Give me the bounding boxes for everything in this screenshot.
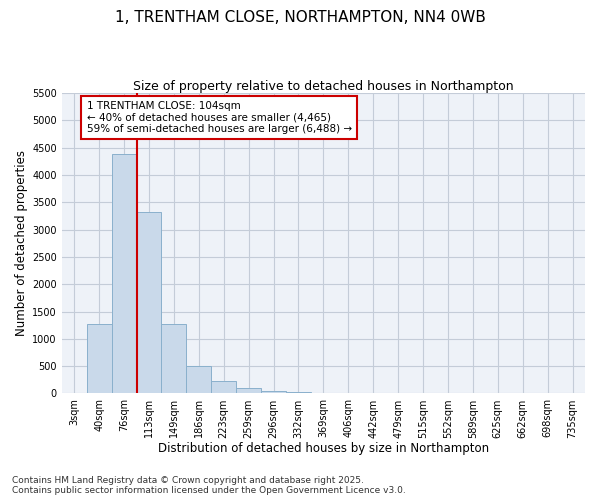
Bar bbox=[112, 154, 137, 394]
Bar bbox=[286, 392, 311, 394]
X-axis label: Distribution of detached houses by size in Northampton: Distribution of detached houses by size … bbox=[158, 442, 489, 455]
Bar bbox=[86, 324, 112, 394]
Text: Contains HM Land Registry data © Crown copyright and database right 2025.
Contai: Contains HM Land Registry data © Crown c… bbox=[12, 476, 406, 495]
Bar bbox=[211, 381, 236, 394]
Title: Size of property relative to detached houses in Northampton: Size of property relative to detached ho… bbox=[133, 80, 514, 93]
Bar bbox=[137, 212, 161, 394]
Text: 1 TRENTHAM CLOSE: 104sqm
← 40% of detached houses are smaller (4,465)
59% of sem: 1 TRENTHAM CLOSE: 104sqm ← 40% of detach… bbox=[86, 101, 352, 134]
Bar bbox=[261, 390, 286, 394]
Bar bbox=[161, 324, 187, 394]
Y-axis label: Number of detached properties: Number of detached properties bbox=[15, 150, 28, 336]
Bar bbox=[236, 388, 261, 394]
Bar bbox=[187, 366, 211, 394]
Text: 1, TRENTHAM CLOSE, NORTHAMPTON, NN4 0WB: 1, TRENTHAM CLOSE, NORTHAMPTON, NN4 0WB bbox=[115, 10, 485, 25]
